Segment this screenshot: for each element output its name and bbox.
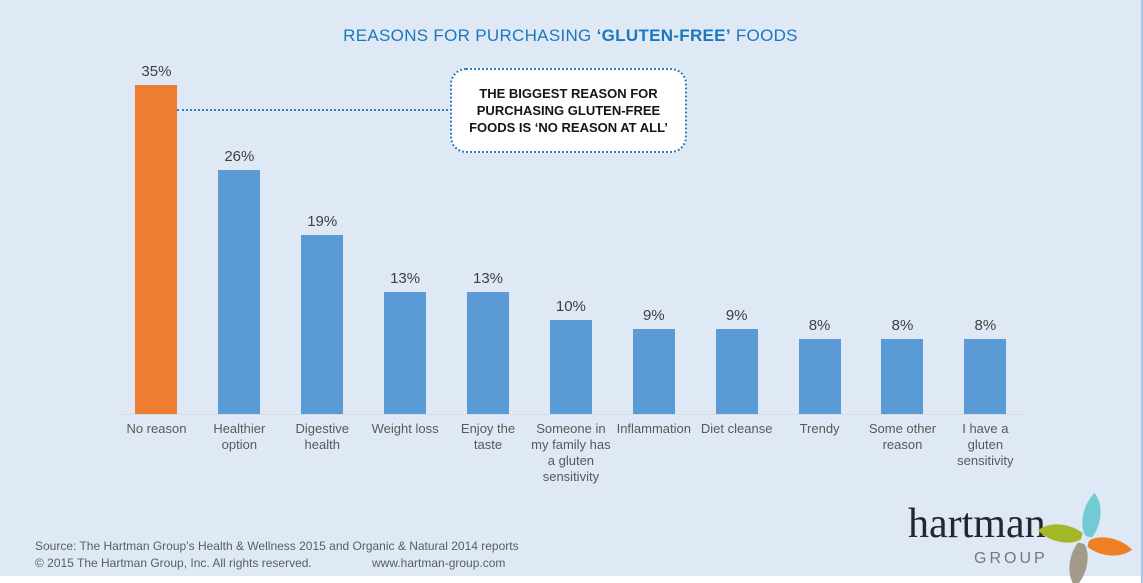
chart-title-prefix: REASONS FOR PURCHASING <box>343 26 597 45</box>
bar-column: 19% <box>281 213 364 414</box>
bar <box>798 338 841 414</box>
bar-column: 8% <box>861 317 944 414</box>
footer: Source: The Hartman Group’s Health & Wel… <box>35 538 595 572</box>
bar <box>384 291 427 414</box>
logo-subtext: GROUP <box>974 550 1048 567</box>
bar-value-label: 9% <box>642 307 665 325</box>
callout-box: THE BIGGEST REASON FOR PURCHASING GLUTEN… <box>450 68 687 153</box>
bar-column: 26% <box>198 148 281 414</box>
bar-value-label: 10% <box>555 298 586 315</box>
chart-title-highlight: ‘GLUTEN-FREE’ <box>596 26 731 45</box>
pinwheel-icon <box>1037 492 1133 583</box>
chart-title: REASONS FOR PURCHASING ‘GLUTEN-FREE’ FOO… <box>0 26 1141 46</box>
x-axis-line <box>117 414 1025 415</box>
bar-value-label: 13% <box>390 269 421 287</box>
bar-category-label: Inflammation <box>616 421 691 436</box>
bar <box>135 85 178 414</box>
bar-column: 8% <box>778 317 861 414</box>
bar-category-label: Healthier option <box>213 421 266 452</box>
chart-title-suffix: FOODS <box>730 26 798 45</box>
bar-value-label: 35% <box>141 63 172 80</box>
bar-value-label: 8% <box>891 316 914 334</box>
pinwheel-petal-orange <box>1087 537 1133 556</box>
pinwheel-petal-taupe <box>1069 542 1088 583</box>
bar <box>301 235 344 414</box>
bar <box>881 338 924 414</box>
bar <box>632 329 675 414</box>
bar-column: 13% <box>364 270 447 414</box>
bar-value-label: 26% <box>224 147 255 165</box>
bar-category-label: No reason <box>126 421 187 436</box>
footer-website: www.hartman-group.com <box>372 556 506 570</box>
bar-category-label: Some other reason <box>868 421 937 452</box>
bars-row: 35% 26% 19% 13% 13% 10% 9% 9% 8% 8% 8% <box>115 0 1027 414</box>
bar-value-label: 8% <box>808 316 831 334</box>
pinwheel-petal-teal <box>1082 492 1101 538</box>
category-labels-row: No reason Healthier option Digestive healt… <box>115 421 1027 485</box>
bar-value-label: 8% <box>974 316 997 334</box>
bottom-white-strip <box>0 576 1141 583</box>
bar-value-label: 9% <box>725 307 748 325</box>
bar-value-label: 13% <box>472 269 504 287</box>
bar-category-label: I have a gluten sensitivity <box>957 421 1014 468</box>
footer-source-line: Source: The Hartman Group’s Health & Wel… <box>35 539 519 553</box>
bar-value-label: 19% <box>307 213 338 231</box>
bar-category-label: Diet cleanse <box>700 421 773 436</box>
bar-category-label: Weight loss <box>371 421 439 436</box>
bar <box>715 329 758 414</box>
footer-copyright-line: © 2015 The Hartman Group, Inc. All right… <box>35 556 312 570</box>
bar-category-label: Enjoy the taste <box>460 421 516 452</box>
bar <box>964 338 1007 414</box>
bar-column: 9% <box>695 307 778 414</box>
bar <box>467 291 509 414</box>
bar-chart: 35% 26% 19% 13% 13% 10% 9% 9% 8% 8% 8% <box>115 0 1027 414</box>
bar-column: 35% <box>115 63 198 414</box>
bar <box>218 169 261 414</box>
bar <box>549 320 592 414</box>
bar-column: 10% <box>529 298 612 414</box>
logo-wordmark: hartman <box>908 501 1046 547</box>
pinwheel-petal-green <box>1037 524 1083 543</box>
bar-category-label: Digestive health <box>295 421 349 452</box>
bar-column: 13% <box>447 270 530 414</box>
bar-column: 8% <box>944 317 1027 414</box>
bar-column: 9% <box>612 307 695 414</box>
hartman-group-logo: hartman GROUP <box>900 492 1141 583</box>
bar-category-label: Someone in my family has a gluten sensit… <box>531 421 611 484</box>
bar-category-label: Trendy <box>799 421 840 436</box>
callout-connector-dotted-line <box>177 109 452 111</box>
